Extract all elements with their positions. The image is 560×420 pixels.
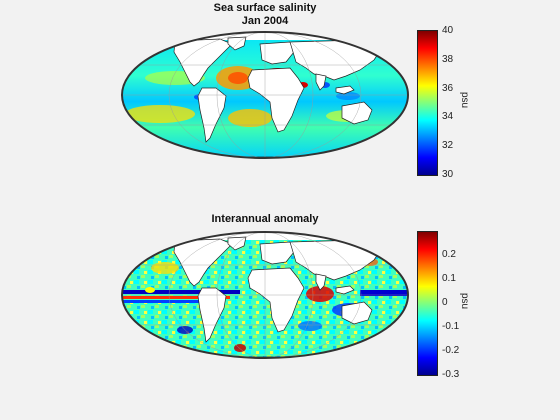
- map-title-anomaly: Interannual anomaly: [120, 213, 410, 226]
- salinity-map: [121, 31, 409, 159]
- colorbar-tick: 36: [442, 83, 454, 94]
- colorbar-tick: 38: [442, 54, 454, 65]
- anomaly-map: [121, 231, 409, 359]
- colorbar-tick: -0.2: [442, 345, 460, 356]
- colorbar-tick: 34: [442, 111, 454, 122]
- colorbar-tick: 40: [442, 25, 454, 36]
- colorbar-anomaly: [417, 231, 438, 376]
- title-line-1: Sea surface salinity: [213, 2, 317, 14]
- colorbar-unit-label: psu: [459, 293, 470, 310]
- title-line-2: Jan 2004: [241, 15, 289, 27]
- colorbar-tick: 30: [442, 169, 454, 180]
- colorbar-tick: 0.1: [442, 273, 456, 284]
- title-line-1: Interannual anomaly: [211, 213, 319, 225]
- colorbar-tick: 32: [442, 140, 454, 151]
- colorbar-unit-label: psu: [459, 92, 470, 109]
- colorbar-tick: -0.3: [442, 369, 460, 380]
- colorbar-tick: 0: [442, 297, 448, 308]
- colorbar-tick: 0.2: [442, 249, 456, 260]
- map-title-salinity: Sea surface salinity Jan 2004: [120, 2, 410, 28]
- colorbar-salinity: [417, 30, 438, 176]
- colorbar-tick: -0.1: [442, 321, 460, 332]
